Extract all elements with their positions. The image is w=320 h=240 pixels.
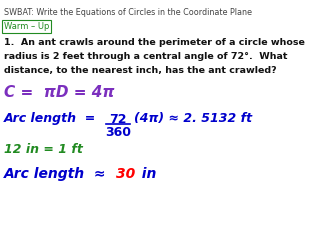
Text: distance, to the nearest inch, has the ant crawled?: distance, to the nearest inch, has the a… (4, 66, 276, 75)
Text: C =  πD = 4π: C = πD = 4π (4, 85, 115, 100)
Text: 30: 30 (116, 167, 135, 181)
Text: Arc length  =: Arc length = (4, 112, 100, 125)
Text: 12 in = 1 ft: 12 in = 1 ft (4, 143, 83, 156)
Text: Warm – Up: Warm – Up (4, 22, 49, 31)
Text: (4π) ≈ 2. 5132 ft: (4π) ≈ 2. 5132 ft (134, 112, 252, 125)
Text: 360: 360 (105, 126, 131, 139)
Text: 72: 72 (109, 113, 127, 126)
Text: in: in (132, 167, 156, 181)
Text: radius is 2 feet through a central angle of 72°.  What: radius is 2 feet through a central angle… (4, 52, 287, 61)
Text: Arc length  ≈: Arc length ≈ (4, 167, 111, 181)
Text: SWBAT: Write the Equations of Circles in the Coordinate Plane: SWBAT: Write the Equations of Circles in… (4, 8, 252, 17)
Text: 1.  An ant crawls around the perimeter of a circle whose: 1. An ant crawls around the perimeter of… (4, 38, 305, 47)
